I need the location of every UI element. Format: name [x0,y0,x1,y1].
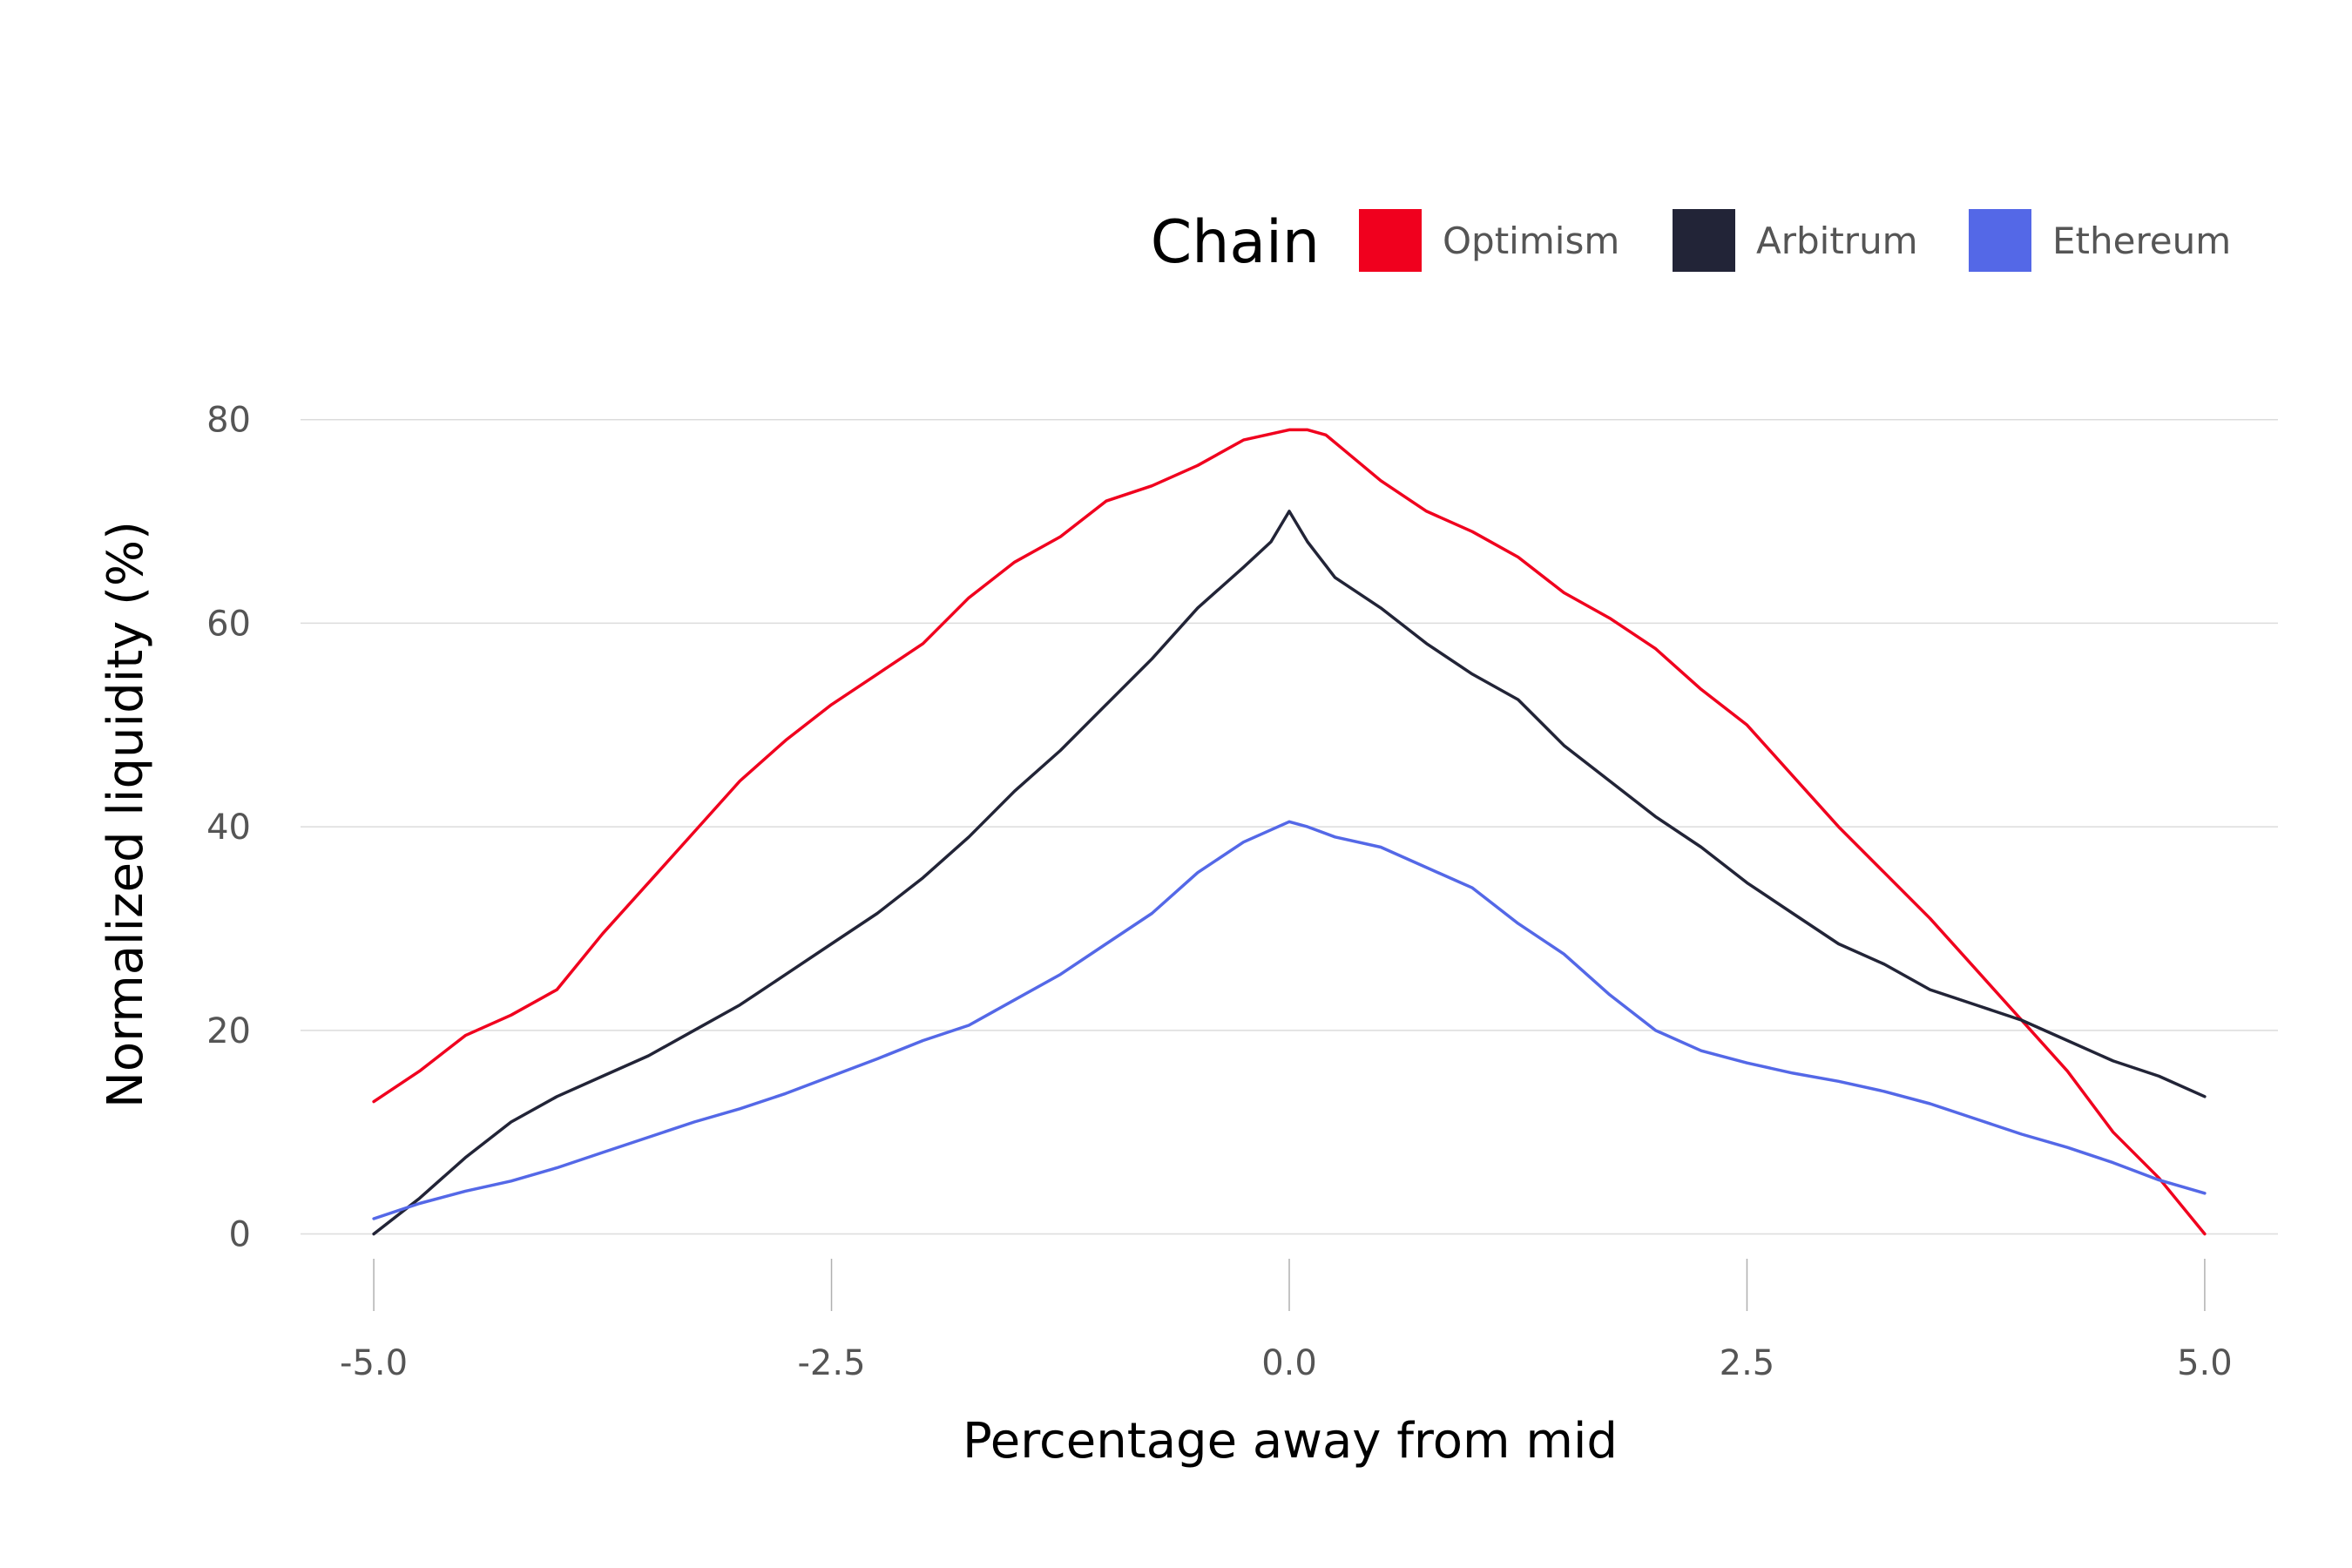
x-tick-label: -2.5 [798,1343,866,1383]
y-axis-title: Normalized liquidity (%) [98,521,154,1108]
y-tick-label: 60 [206,604,251,644]
legend-title: Chain [1151,208,1320,277]
legend: Chain Optimism Arbitrum Ethereum [1151,208,2231,277]
y-tick-label: 80 [206,401,251,441]
legend-swatch-ethereum [1969,209,2031,272]
x-tick-label: 2.5 [1720,1343,1775,1383]
x-axis-ticks [373,1259,2206,1311]
series-line-arbitrum [372,510,2207,1236]
x-tick-label: 0.0 [1261,1343,1317,1383]
x-axis-title: Percentage away from mid [963,1413,1618,1470]
series-line-ethereum [372,820,2207,1220]
y-tick-label: 40 [206,808,251,848]
series-line-optimism [372,428,2207,1236]
y-tick-label: 0 [229,1215,251,1255]
legend-label-optimism: Optimism [1443,220,1619,262]
x-tick-label: 5.0 [2177,1343,2233,1383]
x-tick-label: -5.0 [340,1343,408,1383]
x-axis-tick-labels: -5.0 -2.5 0.0 2.5 5.0 [340,1343,2233,1383]
legend-label-ethereum: Ethereum [2052,220,2231,262]
series-layer [372,428,2207,1236]
legend-swatch-arbitrum [1673,209,1735,272]
grid [301,418,2278,1235]
legend-label-arbitrum: Arbitrum [1756,220,1918,262]
legend-swatch-optimism [1359,209,1422,272]
y-tick-label: 20 [206,1011,251,1051]
y-axis-tick-labels: 0 20 40 60 80 [206,401,251,1255]
